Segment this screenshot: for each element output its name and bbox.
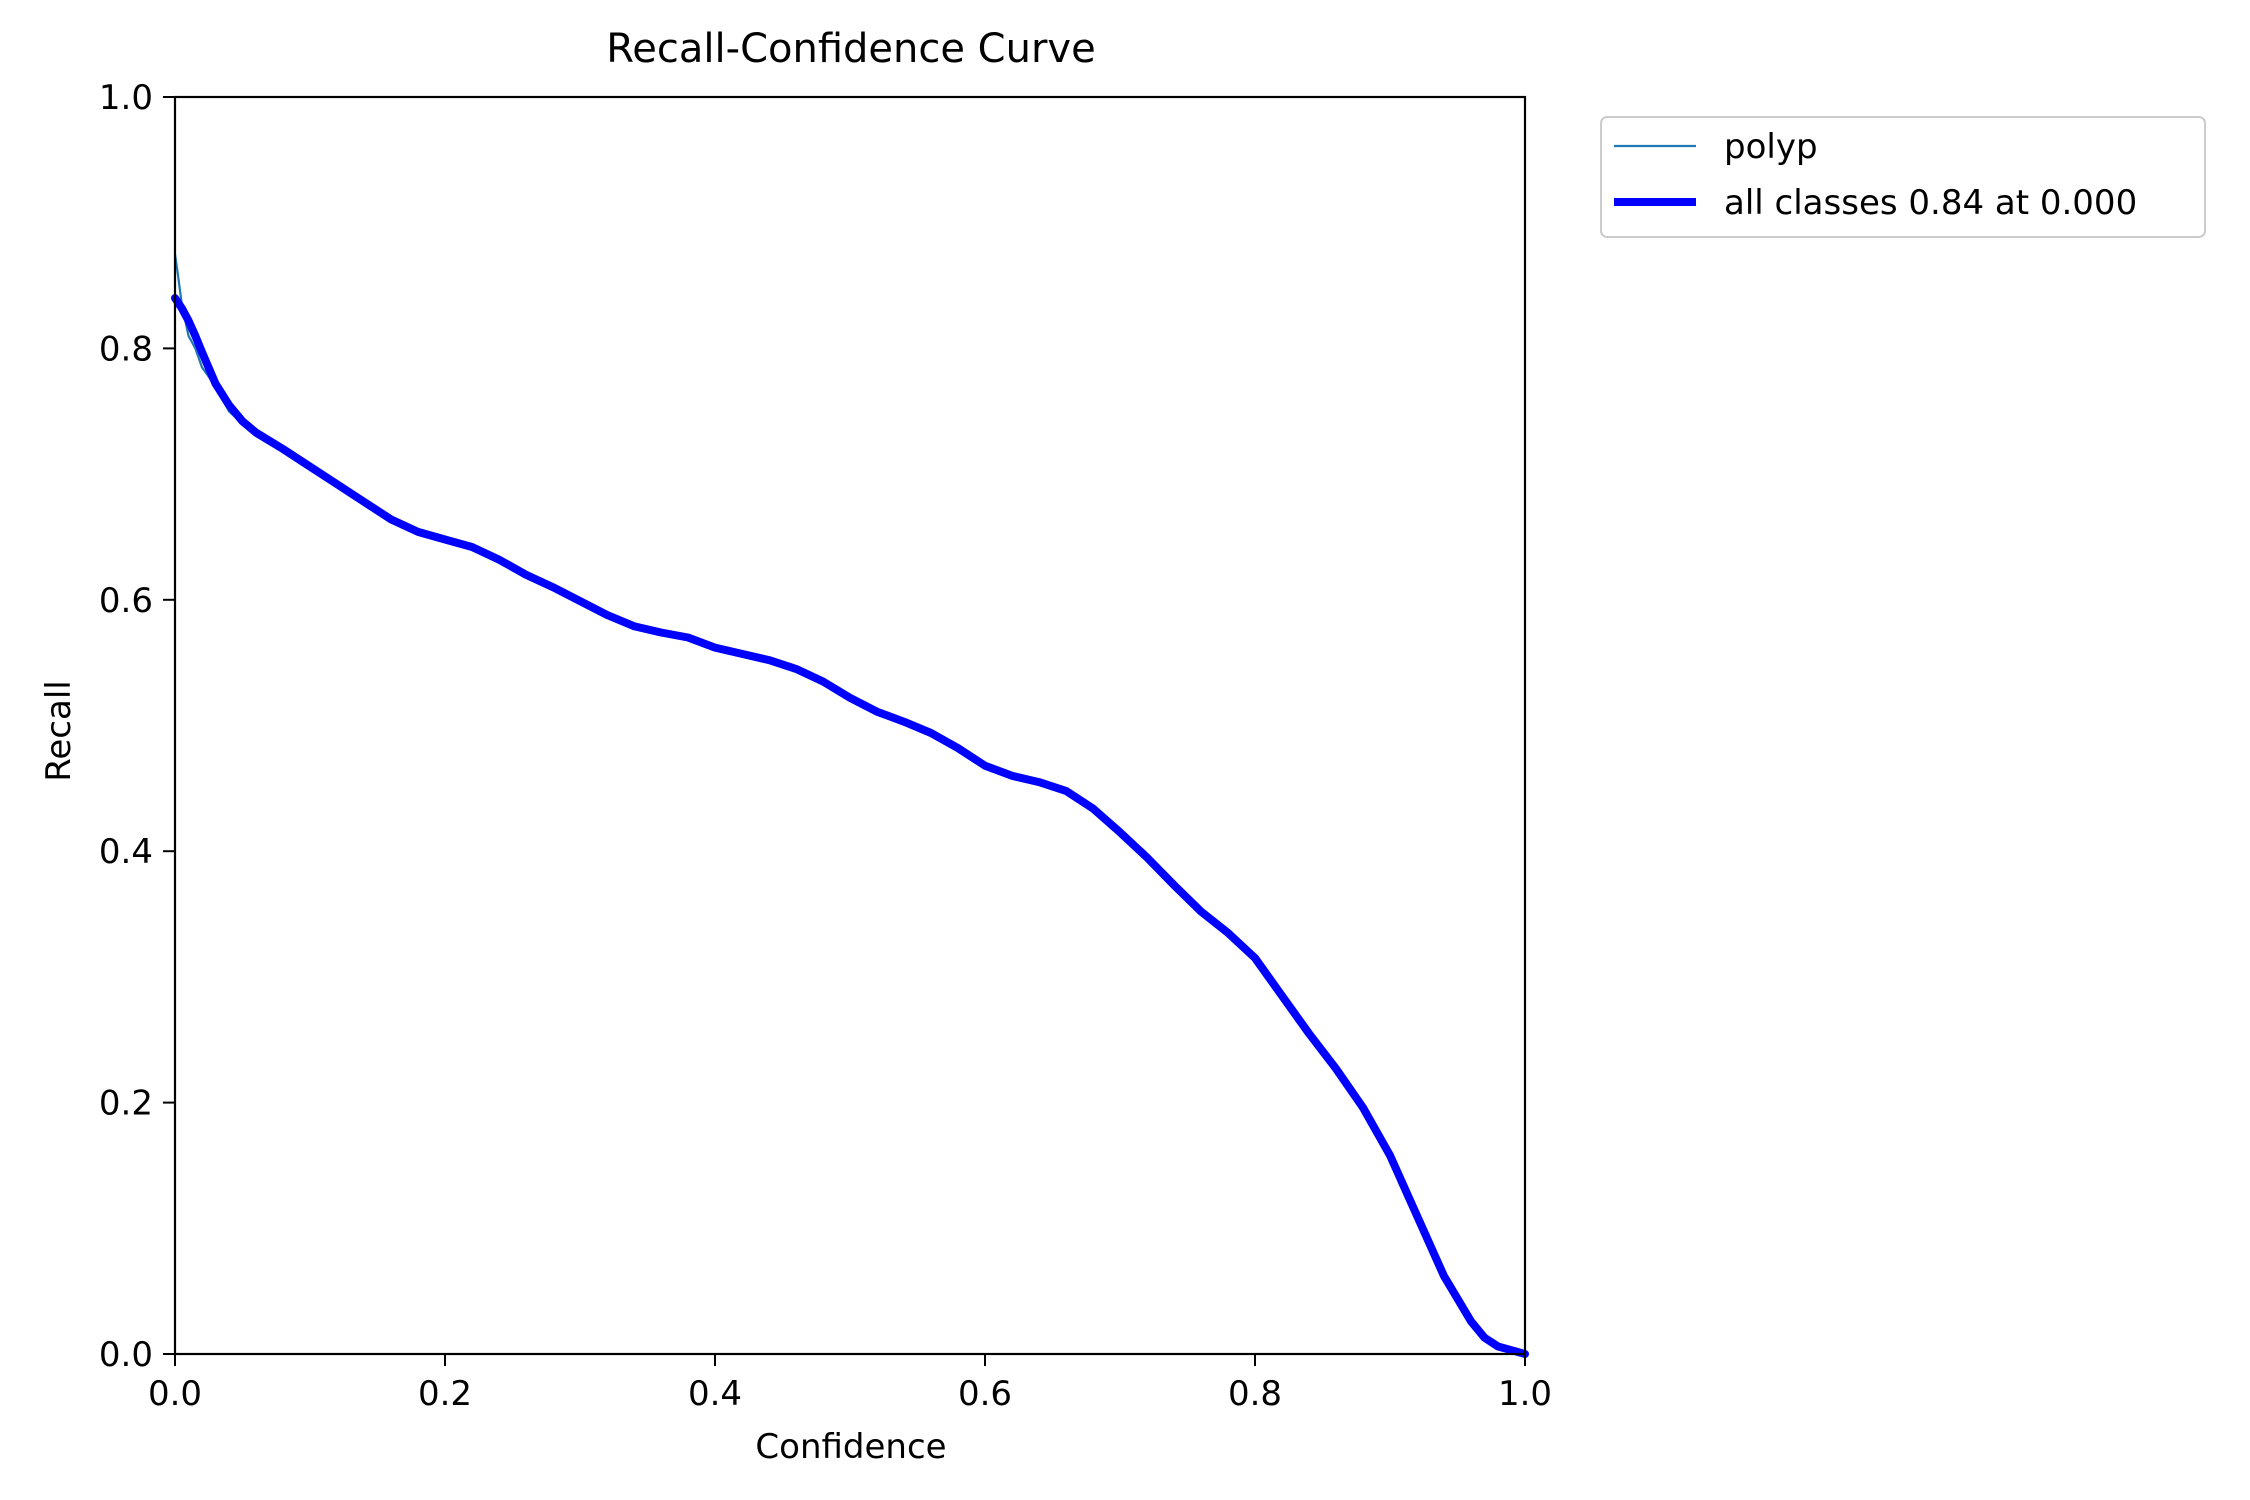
curves [171, 253, 1529, 1358]
chart-title: Recall-Confidence Curve [606, 26, 1095, 72]
x-tick-label: 0.6 [958, 1374, 1012, 1414]
y-tick-label: 0.8 [99, 329, 153, 369]
y-tick-label: 0.4 [99, 832, 153, 872]
plot-frame [173, 95, 1527, 1356]
plot-area [171, 95, 1529, 1358]
x-axis: 0.0 0.2 0.4 0.6 0.8 1.0 [148, 1354, 1552, 1414]
legend-label-polyp: polyp [1724, 127, 1818, 167]
x-tick-label: 0.8 [1228, 1374, 1282, 1414]
x-tick-label: 0.0 [148, 1374, 202, 1414]
x-axis-label: Confidence [755, 1427, 946, 1467]
x-tick-label: 1.0 [1498, 1374, 1552, 1414]
y-tick-label: 1.0 [99, 78, 153, 118]
y-tick-label: 0.0 [99, 1335, 153, 1375]
y-axis: 0.0 0.2 0.4 0.6 0.8 1.0 [99, 78, 175, 1375]
x-tick-label: 0.4 [688, 1374, 742, 1414]
legend: polyp all classes 0.84 at 0.000 [1600, 116, 2206, 238]
y-tick-label: 0.6 [99, 581, 153, 621]
legend-box [1600, 116, 2206, 238]
x-tick-label: 0.2 [418, 1374, 472, 1414]
y-tick-label: 0.2 [99, 1084, 153, 1124]
legend-label-all-classes: all classes 0.84 at 0.000 [1724, 183, 2137, 223]
y-axis-label: Recall [39, 680, 79, 781]
series-line-all-classes [171, 294, 1529, 1358]
